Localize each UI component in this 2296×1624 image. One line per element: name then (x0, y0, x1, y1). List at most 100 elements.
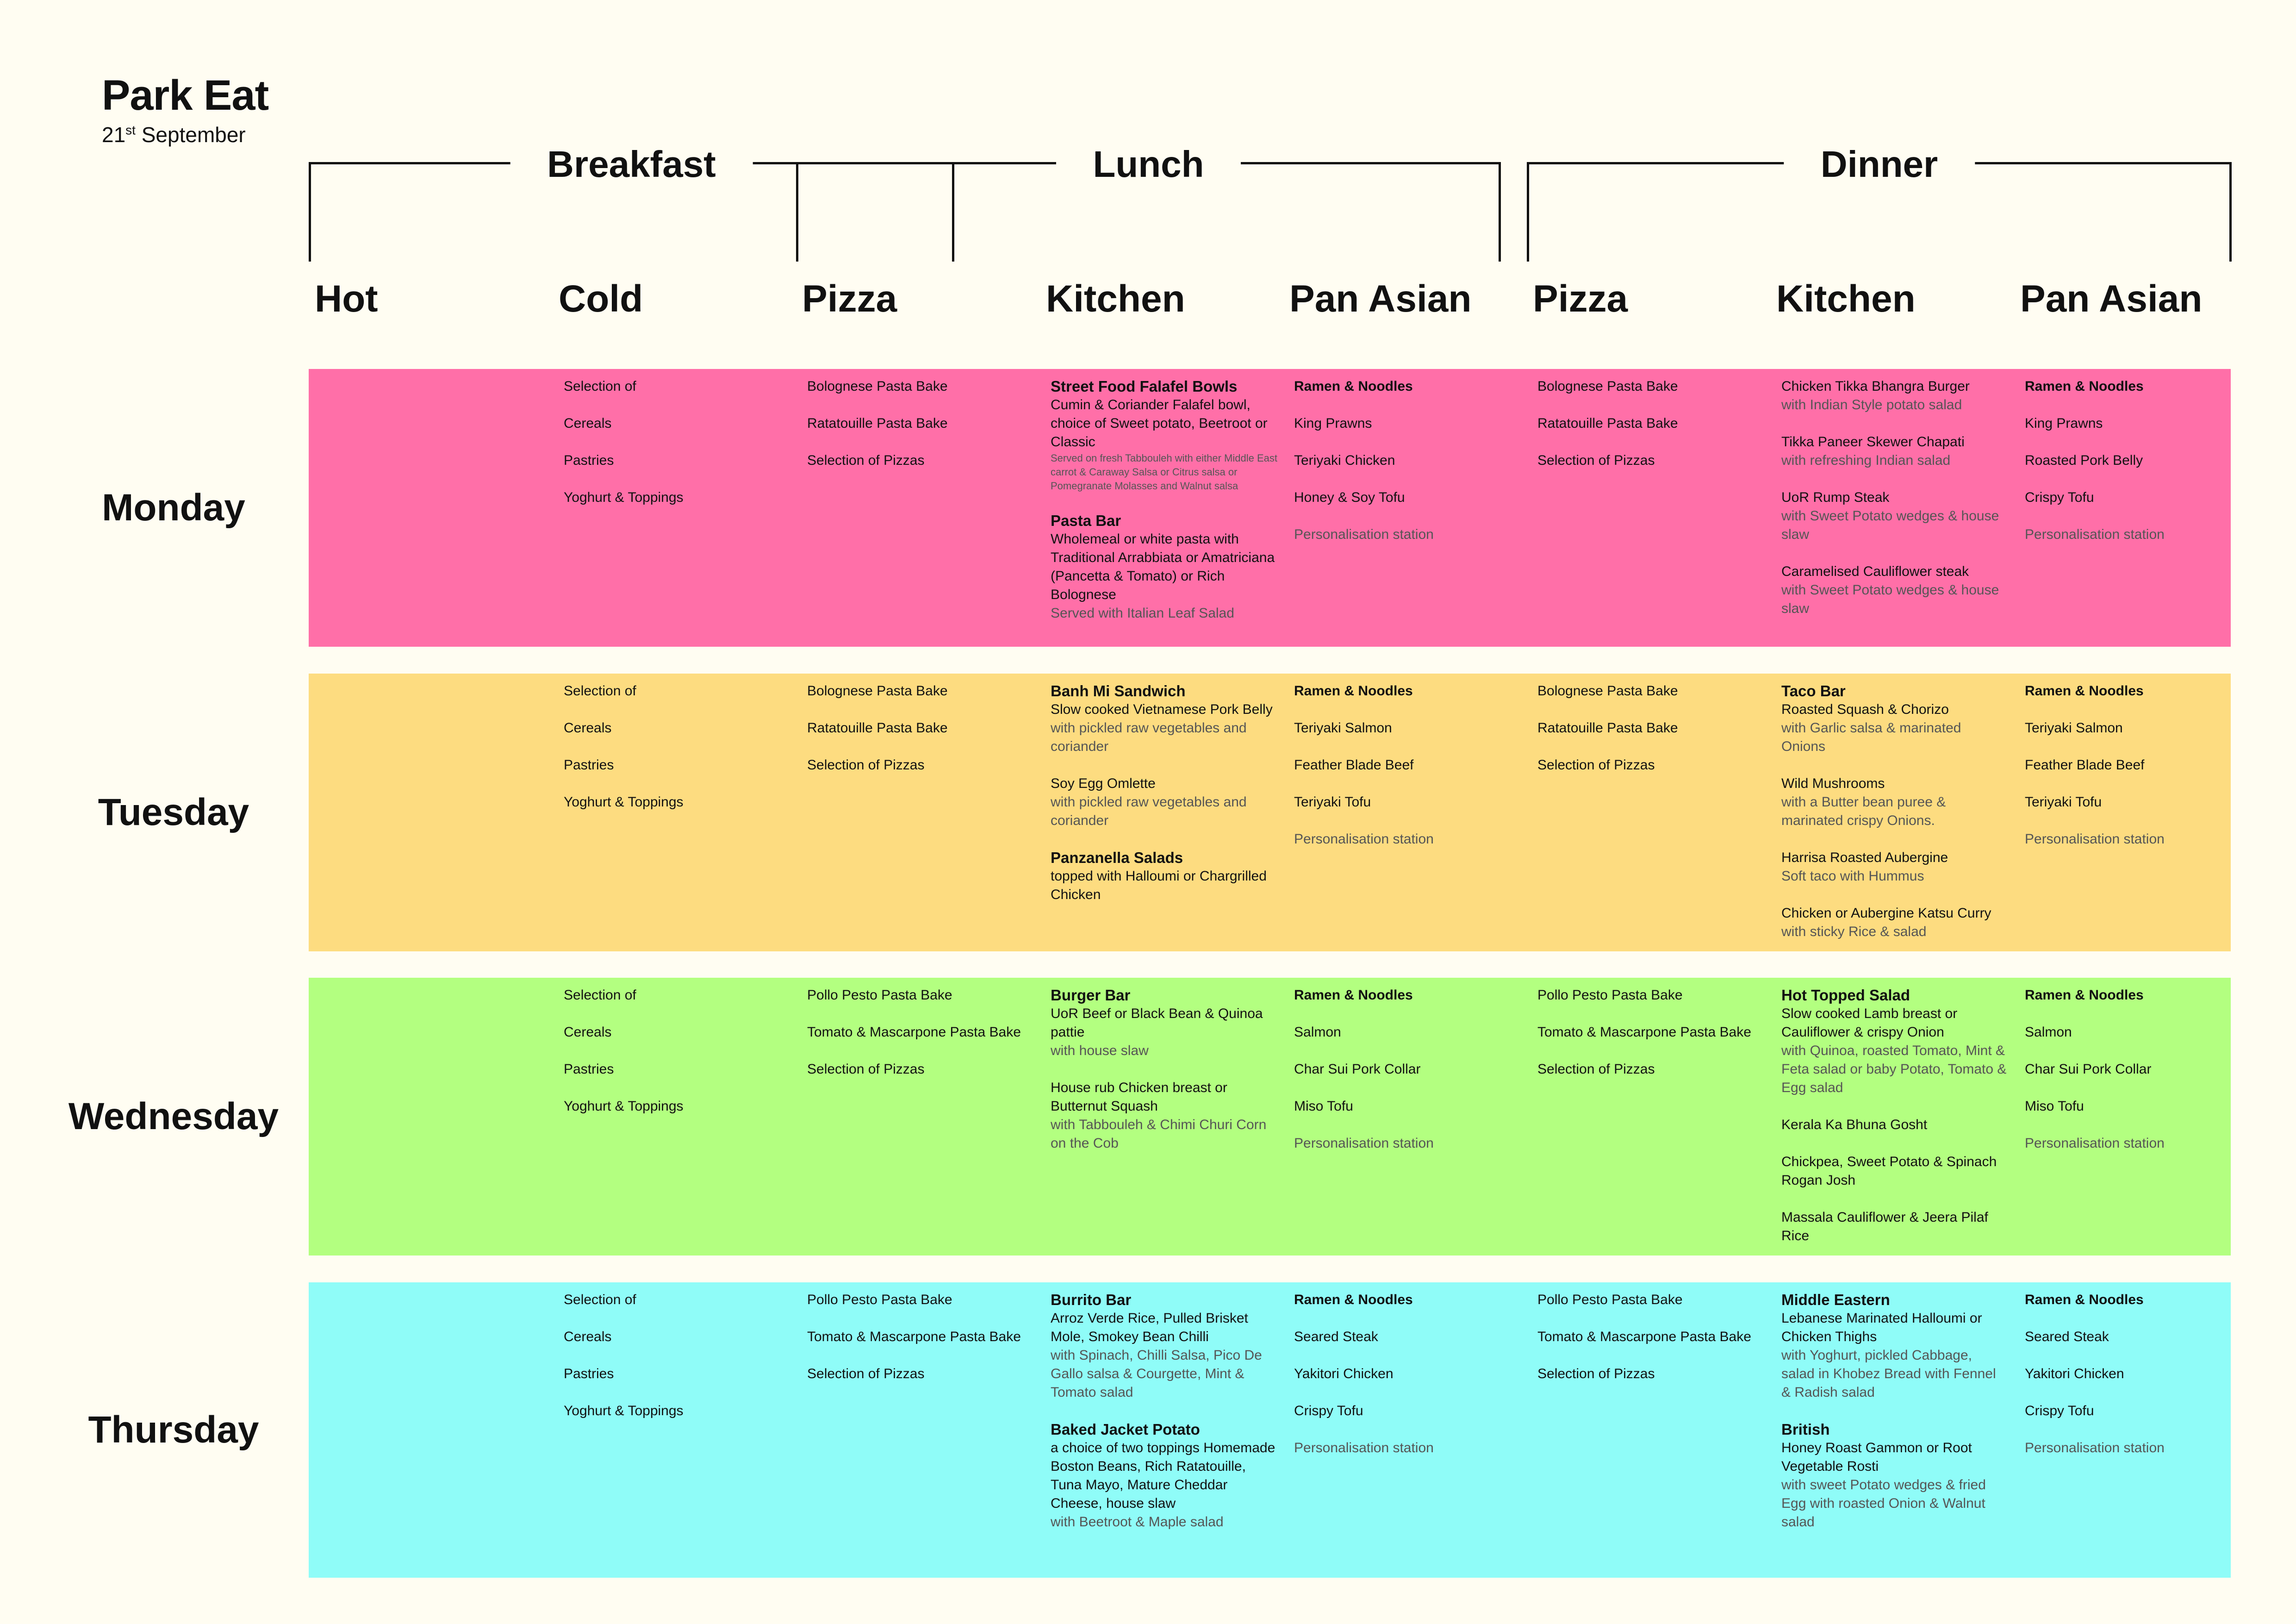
menu-item: Bolognese Pasta Bake (1537, 682, 1764, 700)
menu-item: Yoghurt & Toppings (564, 793, 790, 812)
menu-item-text: Ramen & Noodles (1294, 987, 1413, 1003)
day-label: Tuesday (98, 791, 249, 833)
dish-accompaniment: with sticky Rice & salad (1781, 924, 1927, 939)
menu-item-text: Yoghurt & Toppings (564, 794, 684, 810)
menu-item-text: Tomato & Mascarpone Pasta Bake (807, 1329, 1021, 1344)
menu-item: Pastries (564, 756, 790, 775)
dish-note: Served on fresh Tabbouleh with either Mi… (1051, 452, 1277, 492)
menu-item: Selection of (564, 682, 790, 700)
menu-item: Selection of Pizzas (807, 756, 1034, 775)
menu-item: King Prawns (1294, 414, 1521, 433)
menu-item-text: Crispy Tofu (2025, 490, 2094, 505)
menu-item-text: Pollo Pesto Pasta Bake (1537, 987, 1683, 1003)
menu-item-text: Pollo Pesto Pasta Bake (807, 987, 952, 1003)
menu-item: Ratatouille Pasta Bake (1537, 719, 1764, 737)
dish-description: Slow cooked Lamb breast or Cauliflower &… (1781, 1006, 1958, 1040)
menu-item-text: Pollo Pesto Pasta Bake (1537, 1292, 1683, 1307)
menu-item-text: Ramen & Noodles (2025, 1292, 2144, 1307)
dish-description: Slow cooked Vietnamese Pork Belly (1051, 702, 1273, 717)
dish-accompaniment: with pickled raw vegetables and coriande… (1051, 794, 1247, 828)
menu-item: Seared Steak (1294, 1328, 1521, 1346)
dish-accompaniment: with pickled raw vegetables and coriande… (1051, 720, 1247, 754)
menu-item: Tikka Paneer Skewer Chapati with refreshi… (1781, 433, 2008, 470)
menu-item: Taco Bar Roasted Squash & Chorizo with Gar… (1781, 682, 2008, 756)
column-header-dinner-kitchen: Kitchen (1776, 278, 1916, 320)
menu-item-text: Honey & Soy Tofu (1294, 490, 1405, 505)
dish-description: House rub Chicken breast or Butternut Sq… (1051, 1080, 1227, 1114)
dish-accompaniment: with sweet Potato wedges & fried Egg wit… (1781, 1477, 1986, 1530)
menu-cell-lunch-pizza: Bolognese Pasta Bake Ratatouille Pasta Ba… (807, 377, 1034, 488)
menu-item: Ratatouille Pasta Bake (807, 719, 1034, 737)
menu-cell-dinner-asian: Ramen & Noodles King Prawns Roasted Pork B… (2025, 377, 2252, 562)
menu-cell-dinner-asian: Ramen & Noodles Seared Steak Yakitori Chic… (2025, 1291, 2252, 1476)
menu-item-text: Roasted Pork Belly (2025, 453, 2143, 468)
menu-item-text: Miso Tofu (2025, 1099, 2084, 1114)
menu-item: Crispy Tofu (2025, 488, 2252, 507)
day-row-thursday (309, 1282, 2231, 1578)
dish-heading: Burrito Bar (1051, 1291, 1132, 1308)
menu-item-text: Salmon (2025, 1024, 2072, 1040)
menu-item: Miso Tofu (2025, 1097, 2252, 1116)
menu-cell-lunch-pizza: Bolognese Pasta Bake Ratatouille Pasta Ba… (807, 682, 1034, 793)
menu-item: Tomato & Mascarpone Pasta Bake (807, 1328, 1034, 1346)
menu-item-text: Selection of Pizzas (807, 1062, 925, 1077)
menu-item-text: Selection of Pizzas (807, 453, 925, 468)
menu-cell-cold: Selection of Cereals Pastries Yoghurt & Top… (564, 377, 790, 525)
menu-item-text: Selection of (564, 683, 636, 699)
menu-item: Personalisation station (1294, 830, 1521, 849)
menu-item: Ramen & Noodles (1294, 986, 1521, 1005)
dish-accompaniment: with house slaw (1051, 1043, 1149, 1058)
dish-description: Arroz Verde Rice, Pulled Brisket Mole, S… (1051, 1311, 1248, 1344)
menu-item-text: Ratatouille Pasta Bake (807, 416, 948, 431)
dish-heading: Panzanella Salads (1051, 849, 1183, 866)
menu-item-text: King Prawns (2025, 416, 2103, 431)
menu-item: Teriyaki Tofu (2025, 793, 2252, 812)
menu-item: Salmon (1294, 1023, 1521, 1042)
menu-item: British Honey Roast Gammon or Root Vegeta… (1781, 1420, 2008, 1531)
menu-item-text: Tomato & Mascarpone Pasta Bake (1537, 1024, 1751, 1040)
menu-item-text: Ramen & Noodles (2025, 379, 2144, 394)
dish-accompaniment: with Yoghurt, pickled Cabbage, salad in … (1781, 1348, 1996, 1400)
date-month: September (141, 123, 246, 147)
menu-item: Teriyaki Tofu (1294, 793, 1521, 812)
day-label: Thursday (88, 1409, 259, 1451)
menu-cell-cold: Selection of Cereals Pastries Yoghurt & Top… (564, 986, 790, 1134)
menu-item-text: Feather Blade Beef (2025, 757, 2145, 773)
dish-accompaniment: with Sweet Potato wedges & house slaw (1781, 582, 1999, 616)
menu-item: Caramelised Cauliflower steak with Sweet … (1781, 562, 2008, 618)
menu-item-text: Personalisation station (1294, 831, 1434, 847)
page-title: Park Eat (102, 72, 269, 119)
menu-item: Ramen & Noodles (2025, 986, 2252, 1005)
menu-item: Bolognese Pasta Bake (1537, 377, 1764, 396)
page-date: 21st September (102, 124, 268, 145)
menu-item: Personalisation station (1294, 1134, 1521, 1153)
menu-item-text: Selection of Pizzas (807, 757, 925, 773)
menu-item: Personalisation station (2025, 830, 2252, 849)
menu-item-text: Ratatouille Pasta Bake (807, 720, 948, 736)
menu-item-text: Personalisation station (2025, 527, 2165, 542)
menu-item: Pastries (564, 451, 790, 470)
menu-cell-lunch-asian: Ramen & Noodles Seared Steak Yakitori Chic… (1294, 1291, 1521, 1476)
menu-item: Wild Mushrooms with a Butter bean puree &… (1781, 775, 2008, 830)
dish-heading: Banh Mi Sandwich (1051, 682, 1186, 700)
menu-item-text: Salmon (1294, 1024, 1341, 1040)
menu-item: Burrito Bar Arroz Verde Rice, Pulled Bris… (1051, 1291, 1277, 1402)
dish-description: topped with Halloumi or Chargrilled Chic… (1051, 868, 1267, 902)
menu-cell-cold: Selection of Cereals Pastries Yoghurt & Top… (564, 1291, 790, 1439)
menu-item: Yakitori Chicken (1294, 1365, 1521, 1383)
menu-item: Crispy Tofu (2025, 1402, 2252, 1420)
menu-cell-lunch-kitchen: Burger Bar UoR Beef or Black Bean & Quino… (1051, 986, 1277, 1171)
menu-item-text: Teriyaki Salmon (2025, 720, 2123, 736)
group-lunch: Lunch (796, 132, 1501, 262)
menu-item-text: Selection of Pizzas (1537, 757, 1655, 773)
menu-cell-dinner-kitchen: Hot Topped Salad Slow cooked Lamb breast … (1781, 986, 2008, 1264)
menu-item: Ramen & Noodles (1294, 377, 1521, 396)
dish-description: Chicken or Aubergine Katsu Curry (1781, 906, 1991, 921)
menu-item-text: Pastries (564, 1062, 614, 1077)
menu-item-text: Crispy Tofu (2025, 1403, 2094, 1418)
menu-item: Pastries (564, 1365, 790, 1383)
menu-item-text: Crispy Tofu (1294, 1403, 1363, 1418)
menu-item-text: Cereals (564, 720, 612, 736)
menu-item: Char Sui Pork Collar (2025, 1060, 2252, 1079)
day-row-wednesday (309, 978, 2231, 1255)
